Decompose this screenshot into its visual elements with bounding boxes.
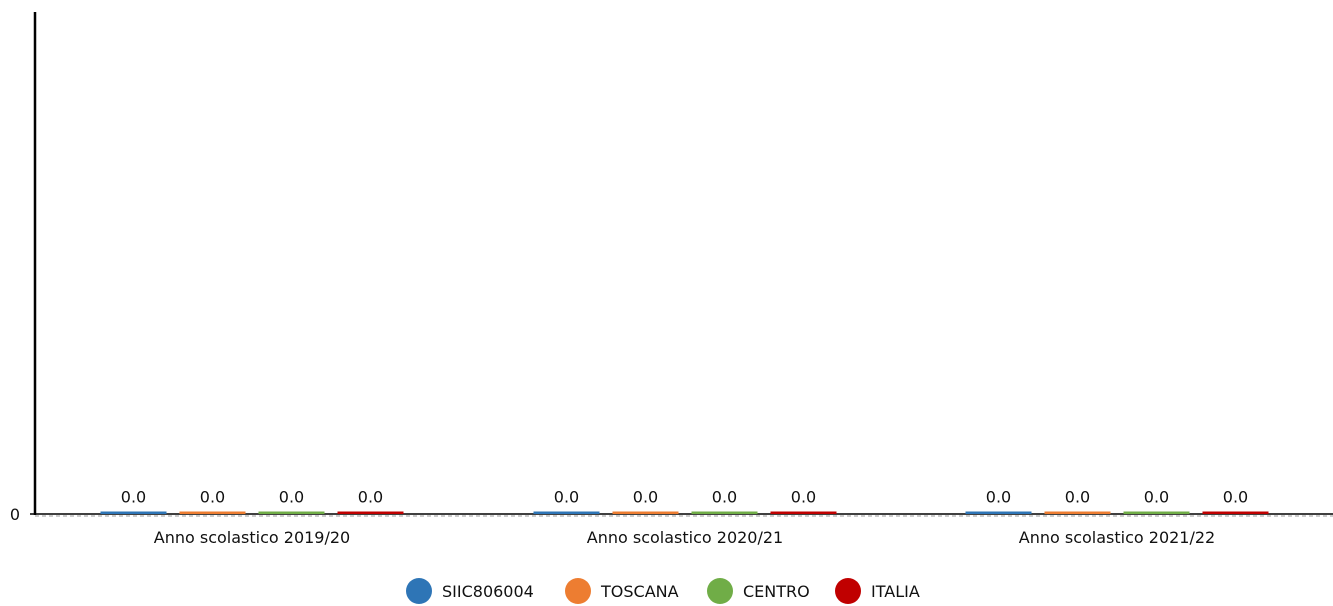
bar-italia-2[interactable] [770, 511, 837, 515]
y-tick-label: 0 [10, 505, 20, 524]
chart-x-tick-labels: Anno scolastico 2019/20 Anno scolastico 2… [154, 528, 1215, 547]
bar-toscana-3[interactable] [1044, 511, 1111, 515]
legend-marker [565, 578, 591, 604]
bar-italia-1[interactable] [337, 511, 404, 515]
data-label: 0.0 [1223, 488, 1248, 507]
legend-item-centro[interactable]: CENTRO [707, 578, 810, 604]
data-label: 0.0 [791, 488, 816, 507]
bar-centro-1[interactable] [258, 511, 325, 515]
legend-label: TOSCANA [600, 582, 679, 601]
x-tick-label: Anno scolastico 2019/20 [154, 528, 350, 547]
data-label: 0.0 [1144, 488, 1169, 507]
chart-y-tick-labels: 0 [10, 505, 20, 524]
legend-label: SIIC806004 [442, 582, 534, 601]
legend-item-italia[interactable]: ITALIA [835, 578, 920, 604]
bar-toscana-1[interactable] [179, 511, 246, 515]
chart-legend[interactable]: SIIC806004 TOSCANA CENTRO ITALIA [406, 578, 920, 604]
x-tick-label: Anno scolastico 2020/21 [587, 528, 783, 547]
legend-label: CENTRO [743, 582, 810, 601]
bar-siic806004-1[interactable] [100, 511, 167, 515]
chart-bars [100, 511, 1269, 515]
data-label: 0.0 [633, 488, 658, 507]
legend-marker [835, 578, 861, 604]
data-label: 0.0 [712, 488, 737, 507]
legend-item-siic806004[interactable]: SIIC806004 [406, 578, 534, 604]
data-label: 0.0 [279, 488, 304, 507]
data-label: 0.0 [358, 488, 383, 507]
bar-centro-2[interactable] [691, 511, 758, 515]
data-label: 0.0 [121, 488, 146, 507]
chart-axes [30, 12, 1333, 517]
bar-toscana-2[interactable] [612, 511, 679, 515]
data-label: 0.0 [200, 488, 225, 507]
chart-data-labels: 0.0 0.0 0.0 0.0 0.0 0.0 0.0 0.0 0.0 0.0 0.0 0.0 [121, 488, 1248, 507]
data-label: 0.0 [1065, 488, 1090, 507]
x-tick-label: Anno scolastico 2021/22 [1019, 528, 1215, 547]
legend-marker [406, 578, 432, 604]
bar-siic806004-2[interactable] [533, 511, 600, 515]
data-label: 0.0 [986, 488, 1011, 507]
legend-item-toscana[interactable]: TOSCANA [565, 578, 679, 604]
data-label: 0.0 [554, 488, 579, 507]
legend-label: ITALIA [871, 582, 920, 601]
bar-italia-3[interactable] [1202, 511, 1269, 515]
bar-siic806004-3[interactable] [965, 511, 1032, 515]
bar-centro-3[interactable] [1123, 511, 1190, 515]
legend-marker [707, 578, 733, 604]
